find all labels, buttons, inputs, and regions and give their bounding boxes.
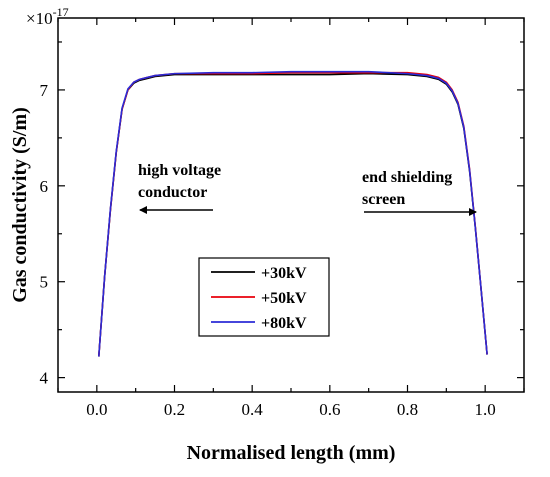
y-axis-multiplier: ×10-17 bbox=[26, 5, 69, 28]
x-tick-label: 0.0 bbox=[86, 400, 107, 419]
annotation-end-shielding-line: end shielding bbox=[362, 169, 452, 186]
x-tick-label: 1.0 bbox=[475, 400, 496, 419]
annotation-high-voltage-line: conductor bbox=[138, 184, 207, 201]
x-axis-title: Normalised length (mm) bbox=[187, 442, 396, 464]
y-tick-label: 6 bbox=[40, 177, 49, 196]
x-tick-label: 0.6 bbox=[319, 400, 340, 419]
y-multiplier-exponent: -17 bbox=[53, 5, 69, 19]
annotation-high-voltage-line: high voltage bbox=[138, 162, 221, 179]
y-tick-label: 7 bbox=[40, 81, 49, 100]
x-tick-label: 0.8 bbox=[397, 400, 418, 419]
y-axis-title: Gas conductivity (S/m) bbox=[9, 107, 31, 303]
y-tick-label: 5 bbox=[40, 273, 49, 292]
y-tick-label: 4 bbox=[40, 369, 49, 388]
series-line-80kv bbox=[97, 70, 488, 357]
x-tick-label: 0.2 bbox=[164, 400, 185, 419]
annotation-end-shielding-line: screen bbox=[362, 191, 405, 208]
plot-area: 0.0 0.2 0.4 0.6 0.8 1.0 4 5 6 7 high voltage conduc… bbox=[40, 17, 525, 419]
y-multiplier-base: ×10 bbox=[26, 9, 53, 28]
legend-label: +30kV bbox=[261, 265, 307, 282]
legend-label: +50kV bbox=[261, 290, 307, 307]
legend-label: +80kV bbox=[261, 315, 307, 332]
x-tick-label: 0.4 bbox=[242, 400, 264, 419]
